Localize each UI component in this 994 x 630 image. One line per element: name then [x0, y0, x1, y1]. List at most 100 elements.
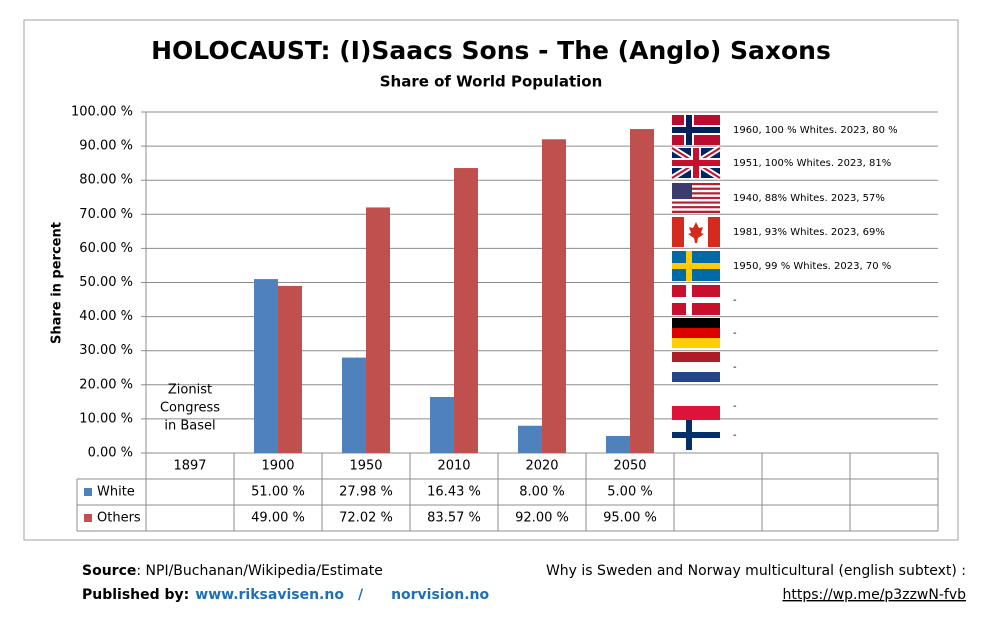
table-value: 72.02 %	[339, 511, 393, 526]
y-axis-label: Share in percent	[50, 222, 65, 344]
flag-part	[672, 127, 720, 133]
y-tick-label: 70.00 %	[79, 207, 133, 222]
flag-part	[672, 297, 720, 303]
y-tick-label: 30.00 %	[79, 343, 133, 358]
table-value: 16.43 %	[427, 485, 481, 500]
legend-label: Others	[97, 511, 141, 526]
source-text: : NPI/Buchanan/Wikipedia/Estimate	[136, 563, 382, 579]
published-label: Published by:	[82, 587, 189, 603]
source: Source: NPI/Buchanan/Wikipedia/Estimate	[82, 563, 383, 579]
flag	[672, 391, 720, 421]
x-tick-label: 1897	[173, 459, 206, 474]
flag-note: 1950, 99 % Whites. 2023, 70 %	[733, 261, 891, 272]
published: Published by: www.riksavisen.no / norvision…	[82, 587, 489, 603]
flag-part	[672, 199, 720, 202]
bar	[454, 168, 478, 453]
flag-part	[672, 432, 720, 438]
flag-part	[672, 391, 720, 406]
link[interactable]: norvision.no	[391, 587, 489, 603]
flag	[672, 183, 720, 213]
bar	[630, 129, 654, 454]
flag-note: -	[733, 328, 737, 339]
x-tick-label: 2020	[525, 459, 558, 474]
y-tick-label: 50.00 %	[79, 275, 133, 290]
bar	[542, 139, 566, 453]
table-value: 51.00 %	[251, 485, 305, 500]
x-tick-label: 1950	[349, 459, 382, 474]
chart-title: HOLOCAUST: (I)Saacs Sons - The (Anglo) S…	[151, 36, 831, 65]
y-tick-label: 40.00 %	[79, 309, 133, 324]
flag-note: -	[733, 401, 737, 412]
flag-part	[672, 192, 720, 195]
y-tick-label: 10.00 %	[79, 411, 133, 426]
flag	[672, 318, 720, 348]
flag	[672, 217, 720, 247]
annotation: Congress	[160, 401, 220, 416]
flag-note: 1981, 93% Whites. 2023, 69%	[733, 227, 885, 238]
flag-part	[672, 338, 720, 348]
flag-note: -	[733, 362, 737, 373]
source-label: Source	[82, 563, 136, 579]
y-tick-label: 20.00 %	[79, 377, 133, 392]
flag-part	[672, 201, 720, 204]
flag-part	[672, 208, 720, 211]
question: Why is Sweden and Norway multicultural (…	[546, 563, 966, 579]
flag-part	[672, 187, 720, 190]
flag-note: 1940, 88% Whites. 2023, 57%	[733, 193, 885, 204]
flag-part	[672, 196, 720, 200]
flag-part	[672, 203, 720, 207]
separator: /	[358, 587, 364, 603]
x-tick-label: 1900	[261, 459, 294, 474]
bar	[430, 396, 454, 453]
x-tick-label: 2010	[437, 459, 470, 474]
legend-key	[84, 514, 92, 522]
table-value: 27.98 %	[339, 485, 393, 500]
flag-part	[672, 328, 720, 338]
flag-note: -	[733, 430, 737, 441]
flag-part	[708, 217, 720, 247]
flag	[672, 420, 720, 450]
flag-part	[672, 183, 720, 186]
flag-part	[672, 318, 720, 328]
flag	[670, 145, 722, 181]
link[interactable]: www.riksavisen.no	[195, 587, 344, 603]
chart-frame	[23, 19, 959, 541]
annotation: in Basel	[164, 419, 215, 434]
flag-note: 1951, 100% Whites. 2023, 81%	[733, 158, 891, 169]
legend-label: White	[97, 485, 135, 500]
bar	[254, 279, 278, 453]
link[interactable]: https://wp.me/p3zzwN-fvb	[782, 587, 966, 603]
flag-part	[672, 217, 684, 247]
flag-part	[672, 185, 720, 188]
flag-part	[672, 189, 720, 193]
y-tick-label: 100.00 %	[71, 105, 133, 120]
x-tick-label: 2050	[613, 459, 646, 474]
flag-part	[672, 210, 720, 213]
flag-part	[672, 183, 692, 199]
table-value: 95.00 %	[603, 511, 657, 526]
y-tick-label: 90.00 %	[79, 139, 133, 154]
bar	[278, 285, 302, 453]
flag	[672, 251, 720, 281]
bar	[342, 357, 366, 453]
flag-part	[672, 194, 720, 197]
flag	[672, 115, 720, 145]
flag-part	[672, 206, 720, 209]
flag-part	[672, 352, 720, 362]
flag	[672, 352, 720, 382]
annotation: Zionist	[168, 383, 212, 398]
bar	[366, 207, 390, 453]
flag-note: -	[733, 295, 737, 306]
flag-part	[672, 263, 720, 269]
table-value: 92.00 %	[515, 511, 569, 526]
flag	[672, 285, 720, 315]
bar	[518, 425, 542, 453]
flag-part	[672, 160, 720, 166]
y-tick-label: 80.00 %	[79, 173, 133, 188]
chart-subtitle: Share of World Population	[380, 73, 603, 91]
y-tick-label: 60.00 %	[79, 241, 133, 256]
flag-part	[672, 362, 720, 372]
legend-key	[84, 488, 92, 496]
bar	[606, 435, 630, 453]
